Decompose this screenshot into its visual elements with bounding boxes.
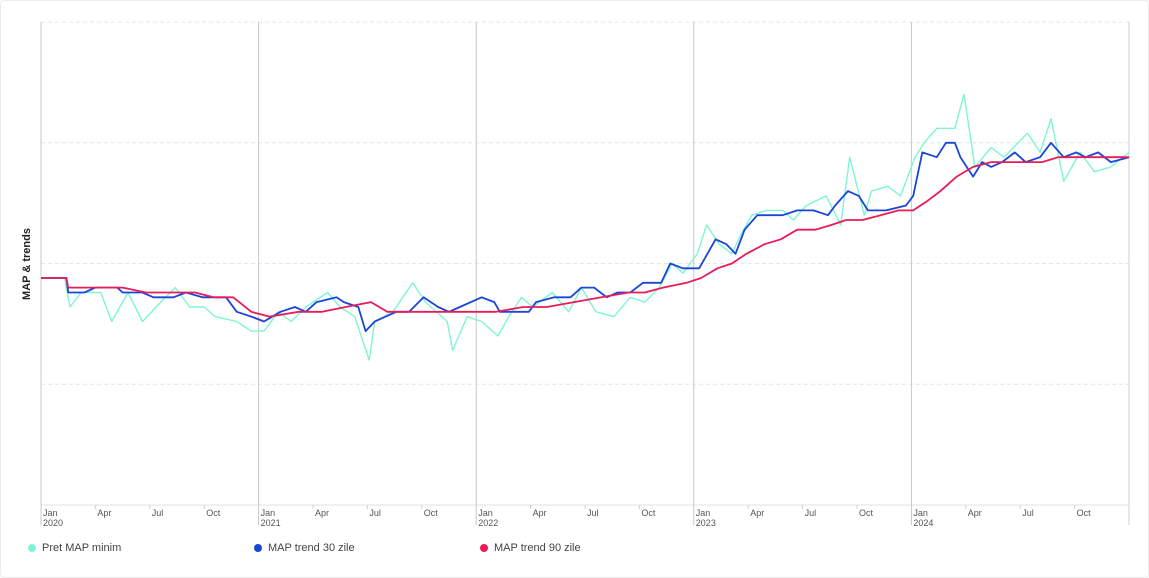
x-tick-label: Jan: [696, 508, 711, 518]
legend-dot-icon: [254, 544, 262, 552]
series-line-0[interactable]: [41, 93, 1130, 361]
legend-label: MAP trend 30 zile: [268, 542, 355, 554]
grid: [40, 21, 1130, 525]
legend-dot-icon: [28, 544, 36, 552]
x-tick-label: Apr: [97, 508, 111, 518]
x-tick-label: Jan: [261, 508, 276, 518]
x-tick-label: Apr: [315, 508, 329, 518]
x-tick-label: Jan: [913, 508, 928, 518]
legend-label: MAP trend 90 zile: [494, 542, 581, 554]
x-tick-year-label: 2021: [261, 518, 281, 528]
y-axis-label: MAP & trends: [21, 228, 33, 300]
series-line-2[interactable]: [41, 156, 1129, 318]
y-axis-label-wrap: MAP & trends: [6, 228, 33, 300]
x-tick-year-label: 2023: [696, 518, 716, 528]
series-lines: [41, 93, 1130, 361]
x-tick-label: Apr: [750, 508, 764, 518]
legend-item-map-trend-30[interactable]: MAP trend 30 zile: [254, 542, 355, 554]
series-line-1[interactable]: [41, 141, 1130, 332]
x-tick-year-label: 2022: [478, 518, 498, 528]
legend-dot-icon: [480, 544, 488, 552]
x-tick-label: Jan: [43, 508, 58, 518]
x-tick-year-label: 2020: [43, 518, 63, 528]
x-tick-label: Jan: [478, 508, 493, 518]
x-tick-label: Oct: [641, 508, 656, 518]
x-tick-label: Oct: [859, 508, 874, 518]
x-tick-label: Apr: [968, 508, 982, 518]
x-tick-label: Oct: [206, 508, 221, 518]
x-tick-label: Apr: [533, 508, 547, 518]
x-tick-year-label: 2024: [913, 518, 933, 528]
x-tick-label: Jul: [1022, 508, 1034, 518]
legend: Pret MAP minim MAP trend 30 zile MAP tre…: [0, 542, 1149, 558]
x-tick-label: Oct: [424, 508, 439, 518]
x-tick-label: Jul: [805, 508, 817, 518]
x-tick-label: Jul: [152, 508, 164, 518]
x-tick-label: Jul: [369, 508, 381, 518]
legend-item-map-trend-90[interactable]: MAP trend 90 zile: [480, 542, 581, 554]
x-tick-label: Jul: [587, 508, 599, 518]
x-tick-label: Oct: [1077, 508, 1092, 518]
legend-label: Pret MAP minim: [42, 542, 122, 554]
legend-item-pret-map-minim[interactable]: Pret MAP minim: [28, 542, 121, 554]
